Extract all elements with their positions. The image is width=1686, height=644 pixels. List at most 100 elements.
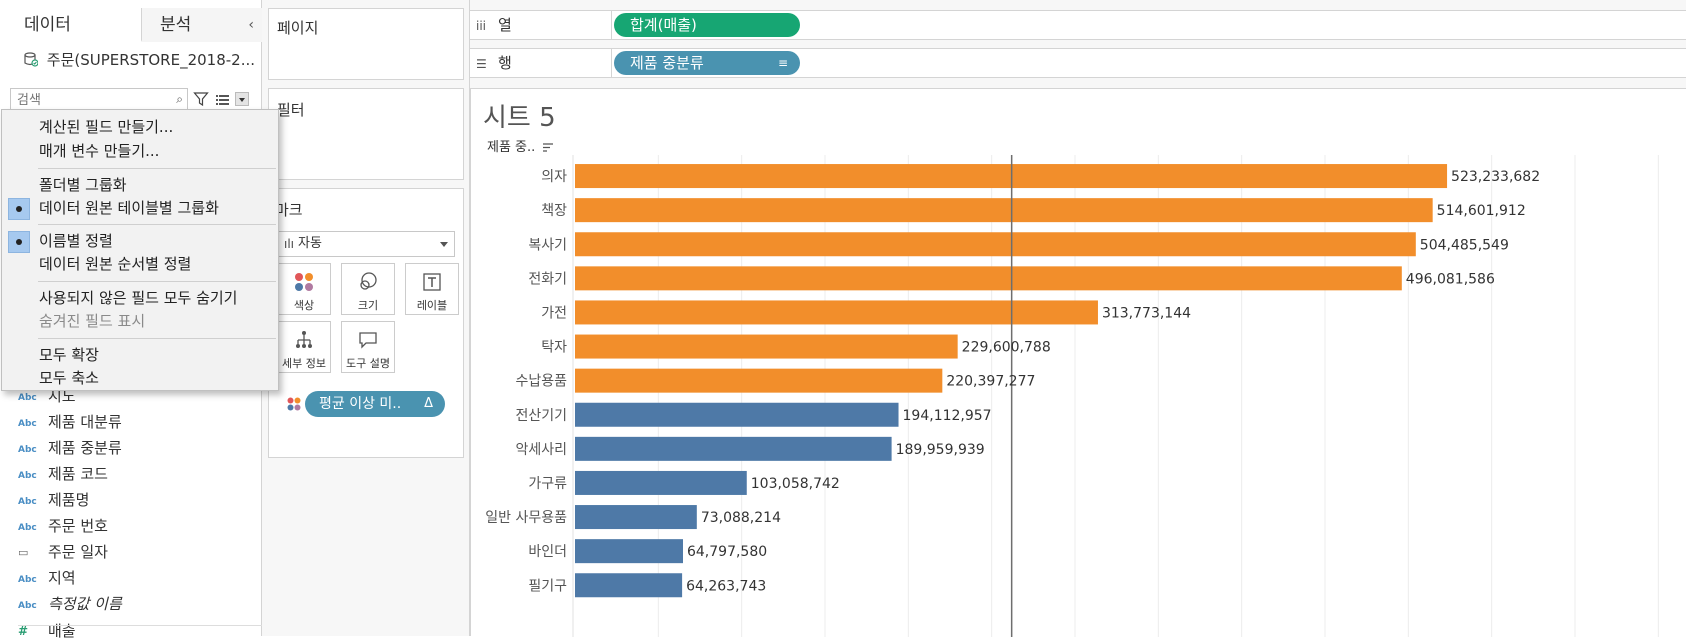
search-icon: ⌕ xyxy=(176,92,183,106)
field-item[interactable]: Abc 제품명 xyxy=(18,487,258,513)
field-item[interactable]: # 매출 xyxy=(18,618,258,644)
field-item[interactable]: Abc 주문 번호 xyxy=(18,513,258,539)
category-label[interactable]: 책장 xyxy=(541,203,567,219)
bar[interactable] xyxy=(575,334,958,359)
menu-separator xyxy=(38,224,276,225)
field-item[interactable]: Abc 제품 중분류 xyxy=(18,435,258,461)
category-label[interactable]: 탁자 xyxy=(541,340,567,356)
bar[interactable] xyxy=(575,300,1098,325)
bar[interactable] xyxy=(575,436,892,461)
menu-item-hide-unused-fields[interactable]: 사용되지 않은 필드 모두 숨기기 xyxy=(39,289,238,307)
bar[interactable] xyxy=(575,573,683,598)
tab-data[interactable]: 데이터 xyxy=(0,8,142,42)
pill-label: 제품 중분류 xyxy=(630,54,704,72)
datasource-item[interactable]: 주문(SUPERSTORE_2018-2... xyxy=(24,46,255,74)
filters-shelf[interactable]: 필터 xyxy=(268,88,464,180)
columns-label: 열 xyxy=(498,16,512,34)
field-name: 지역 xyxy=(48,569,76,587)
category-label[interactable]: 복사기 xyxy=(528,237,567,253)
bar[interactable] xyxy=(575,368,943,393)
tooltip-button[interactable]: 도구 설명 xyxy=(341,321,395,373)
detail-label: 세부 정보 xyxy=(282,357,326,370)
detail-button[interactable]: 세부 정보 xyxy=(277,321,331,373)
rows-icon: ☰ xyxy=(476,57,487,71)
bar[interactable] xyxy=(575,539,683,564)
columns-icon: iii xyxy=(476,19,487,33)
sort-icon[interactable] xyxy=(543,143,553,152)
data-label: 504,485,549 xyxy=(1420,237,1509,253)
field-item[interactable]: Abc 지역 xyxy=(18,565,258,591)
search-input[interactable] xyxy=(11,89,161,112)
category-label[interactable]: 가전 xyxy=(541,305,567,321)
menu-item-group-by-folder[interactable]: 폴더별 그룹화 xyxy=(39,176,127,194)
field-name: 측정값 이름 xyxy=(48,595,122,613)
menu-item-expand-all[interactable]: 모두 확장 xyxy=(39,346,99,364)
bar[interactable] xyxy=(575,266,1402,291)
filter-icon[interactable] xyxy=(193,91,209,107)
menu-item-sort-by-datasource-order[interactable]: 데이터 원본 순서별 정렬 xyxy=(39,255,192,273)
field-list: Abc 시도 Abc 제품 대분류 Abc 제품 중분류 Abc 제품 코드 Abc 제품… xyxy=(18,383,258,644)
data-label: 523,233,682 xyxy=(1451,169,1540,185)
category-label[interactable]: 필기구 xyxy=(528,578,567,594)
category-label[interactable]: 일반 사무용품 xyxy=(485,510,567,526)
color-palette-icon xyxy=(295,273,313,291)
field-name: 주문 번호 xyxy=(48,517,108,535)
field-item[interactable]: Abc 제품 코드 xyxy=(18,461,258,487)
bar[interactable] xyxy=(575,505,697,530)
mark-type-dropdown[interactable]: ılı 자동 xyxy=(277,231,455,257)
marks-card: 마크 ılı 자동 색상 크기 레이블 xyxy=(268,188,464,458)
field-item[interactable]: Abc 제품 대분류 xyxy=(18,409,258,435)
label-button[interactable]: 레이블 xyxy=(405,263,459,315)
tab-analytics-label: 분석 xyxy=(160,15,192,35)
category-label[interactable]: 전산기기 xyxy=(515,408,567,424)
menu-item-show-hidden-fields: 숨겨진 필드 표시 xyxy=(39,312,146,330)
view-options-button[interactable] xyxy=(215,91,249,109)
data-label: 229,600,788 xyxy=(962,340,1051,356)
category-label[interactable]: 가구류 xyxy=(528,476,567,492)
field-item[interactable]: ▭ 주문 일자 xyxy=(18,539,258,565)
field-item[interactable]: Abc 시도 xyxy=(18,383,258,409)
text-label-icon xyxy=(423,273,441,291)
menu-item-create-parameter[interactable]: 매개 변수 만들기... xyxy=(39,142,160,160)
category-label[interactable]: 의자 xyxy=(541,169,567,185)
filters-title: 필터 xyxy=(277,101,305,119)
category-label[interactable]: 바인더 xyxy=(528,544,567,560)
row-header-label[interactable]: 제품 중.. xyxy=(487,140,535,155)
cards-pane: 페이지 필터 마크 ılı 자동 색상 크기 xyxy=(262,0,470,636)
category-label[interactable]: 악세사리 xyxy=(515,442,567,458)
color-button[interactable]: 색상 xyxy=(277,263,331,315)
size-label: 크기 xyxy=(357,299,379,312)
collapse-pane-icon[interactable]: ‹ xyxy=(248,17,254,33)
menu-item-collapse-all[interactable]: 모두 축소 xyxy=(39,369,99,387)
bar[interactable] xyxy=(575,470,747,495)
category-label[interactable]: 수납용품 xyxy=(515,374,567,390)
sum-sales-pill[interactable]: 합계(매출) xyxy=(614,13,800,37)
above-average-pill[interactable]: 평균 이상 미.. Δ xyxy=(305,391,445,417)
bar-chart: 제품 중.. 의자 523,233,682 책장 514,601,912 복사기 504,4… xyxy=(485,140,1659,637)
marks-title: 마크 xyxy=(275,201,303,219)
rows-shelf[interactable]: ☰ 행 제품 중분류 ≡ xyxy=(470,48,1686,78)
bar[interactable] xyxy=(575,198,1433,223)
field-item[interactable]: Abc 측정값 이름 xyxy=(18,591,258,617)
pages-shelf[interactable]: 페이지 xyxy=(268,8,464,80)
menu-item-sort-by-name[interactable]: 이름별 정렬 xyxy=(2,229,278,253)
tab-analytics[interactable]: 분석 ‹ xyxy=(142,8,262,42)
bar[interactable] xyxy=(575,232,1416,257)
subcategory-pill[interactable]: 제품 중분류 ≡ xyxy=(614,51,800,75)
size-button[interactable]: 크기 xyxy=(341,263,395,315)
menu-item-group-by-table[interactable]: 데이터 원본 테이블별 그룹화 xyxy=(2,196,278,220)
columns-shelf-label: iii 열 xyxy=(470,11,612,39)
size-icon xyxy=(360,272,377,290)
context-menu: 계산된 필드 만들기... 매개 변수 만들기... 폴더별 그룹화 데이터 원… xyxy=(1,109,279,391)
category-label[interactable]: 전화기 xyxy=(528,271,567,287)
worksheet-view: 시트 5 제품 중.. 의자 523,233,682 책장 514,601,912 복사기… xyxy=(470,88,1686,637)
list-view-icon xyxy=(216,95,229,105)
radio-selected-icon xyxy=(8,231,30,253)
menu-item-create-calculated-field[interactable]: 계산된 필드 만들기... xyxy=(39,118,174,136)
columns-shelf[interactable]: iii 열 합계(매출) xyxy=(470,10,1686,40)
sort-descending-icon[interactable]: ≡ xyxy=(777,56,788,70)
data-label: 194,112,957 xyxy=(903,408,992,424)
sheet-title[interactable]: 시트 5 xyxy=(483,103,556,133)
bar[interactable] xyxy=(575,402,899,427)
menu-separator xyxy=(38,168,276,169)
